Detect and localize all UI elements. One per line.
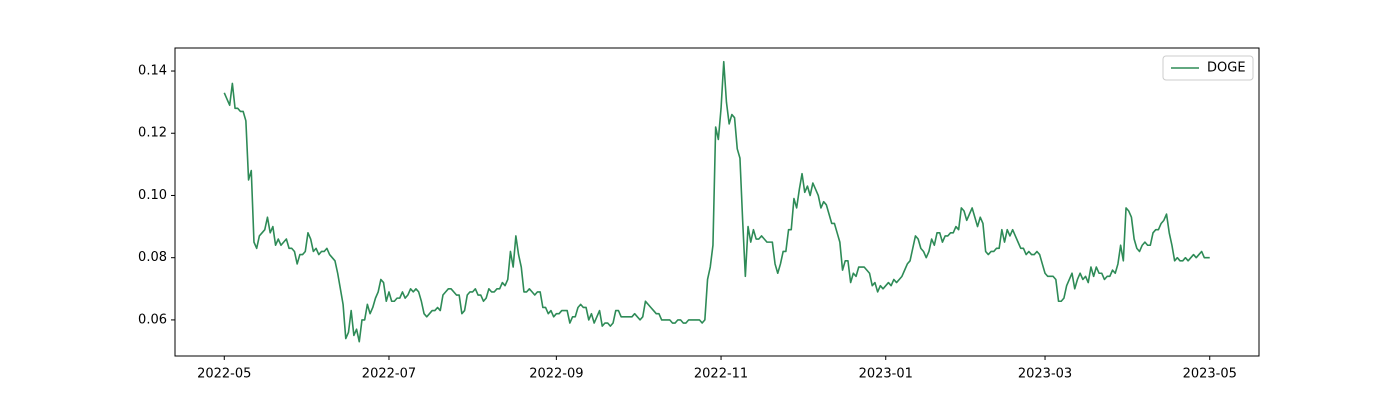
y-tick-label: 0.06 xyxy=(138,312,167,327)
x-tick-label: 2022-05 xyxy=(197,367,251,382)
legend-label: DOGE xyxy=(1207,61,1246,76)
series-line xyxy=(223,60,1210,343)
x-tick-label: 2023-03 xyxy=(1018,367,1072,382)
y-tick-label: 0.14 xyxy=(138,64,167,79)
legend-box xyxy=(1162,55,1254,81)
plot-frame xyxy=(174,47,1260,357)
x-tick-label: 2023-05 xyxy=(1183,367,1237,382)
x-tick-label: 2022-09 xyxy=(529,367,583,382)
x-tick-label: 2023-01 xyxy=(859,367,913,382)
x-tick-label: 2022-11 xyxy=(694,367,748,382)
y-tick-label: 0.08 xyxy=(138,250,167,265)
y-tick-label: 0.12 xyxy=(138,126,167,141)
x-tick-label: 2022-07 xyxy=(362,367,416,382)
y-tick-label: 0.10 xyxy=(138,188,167,203)
